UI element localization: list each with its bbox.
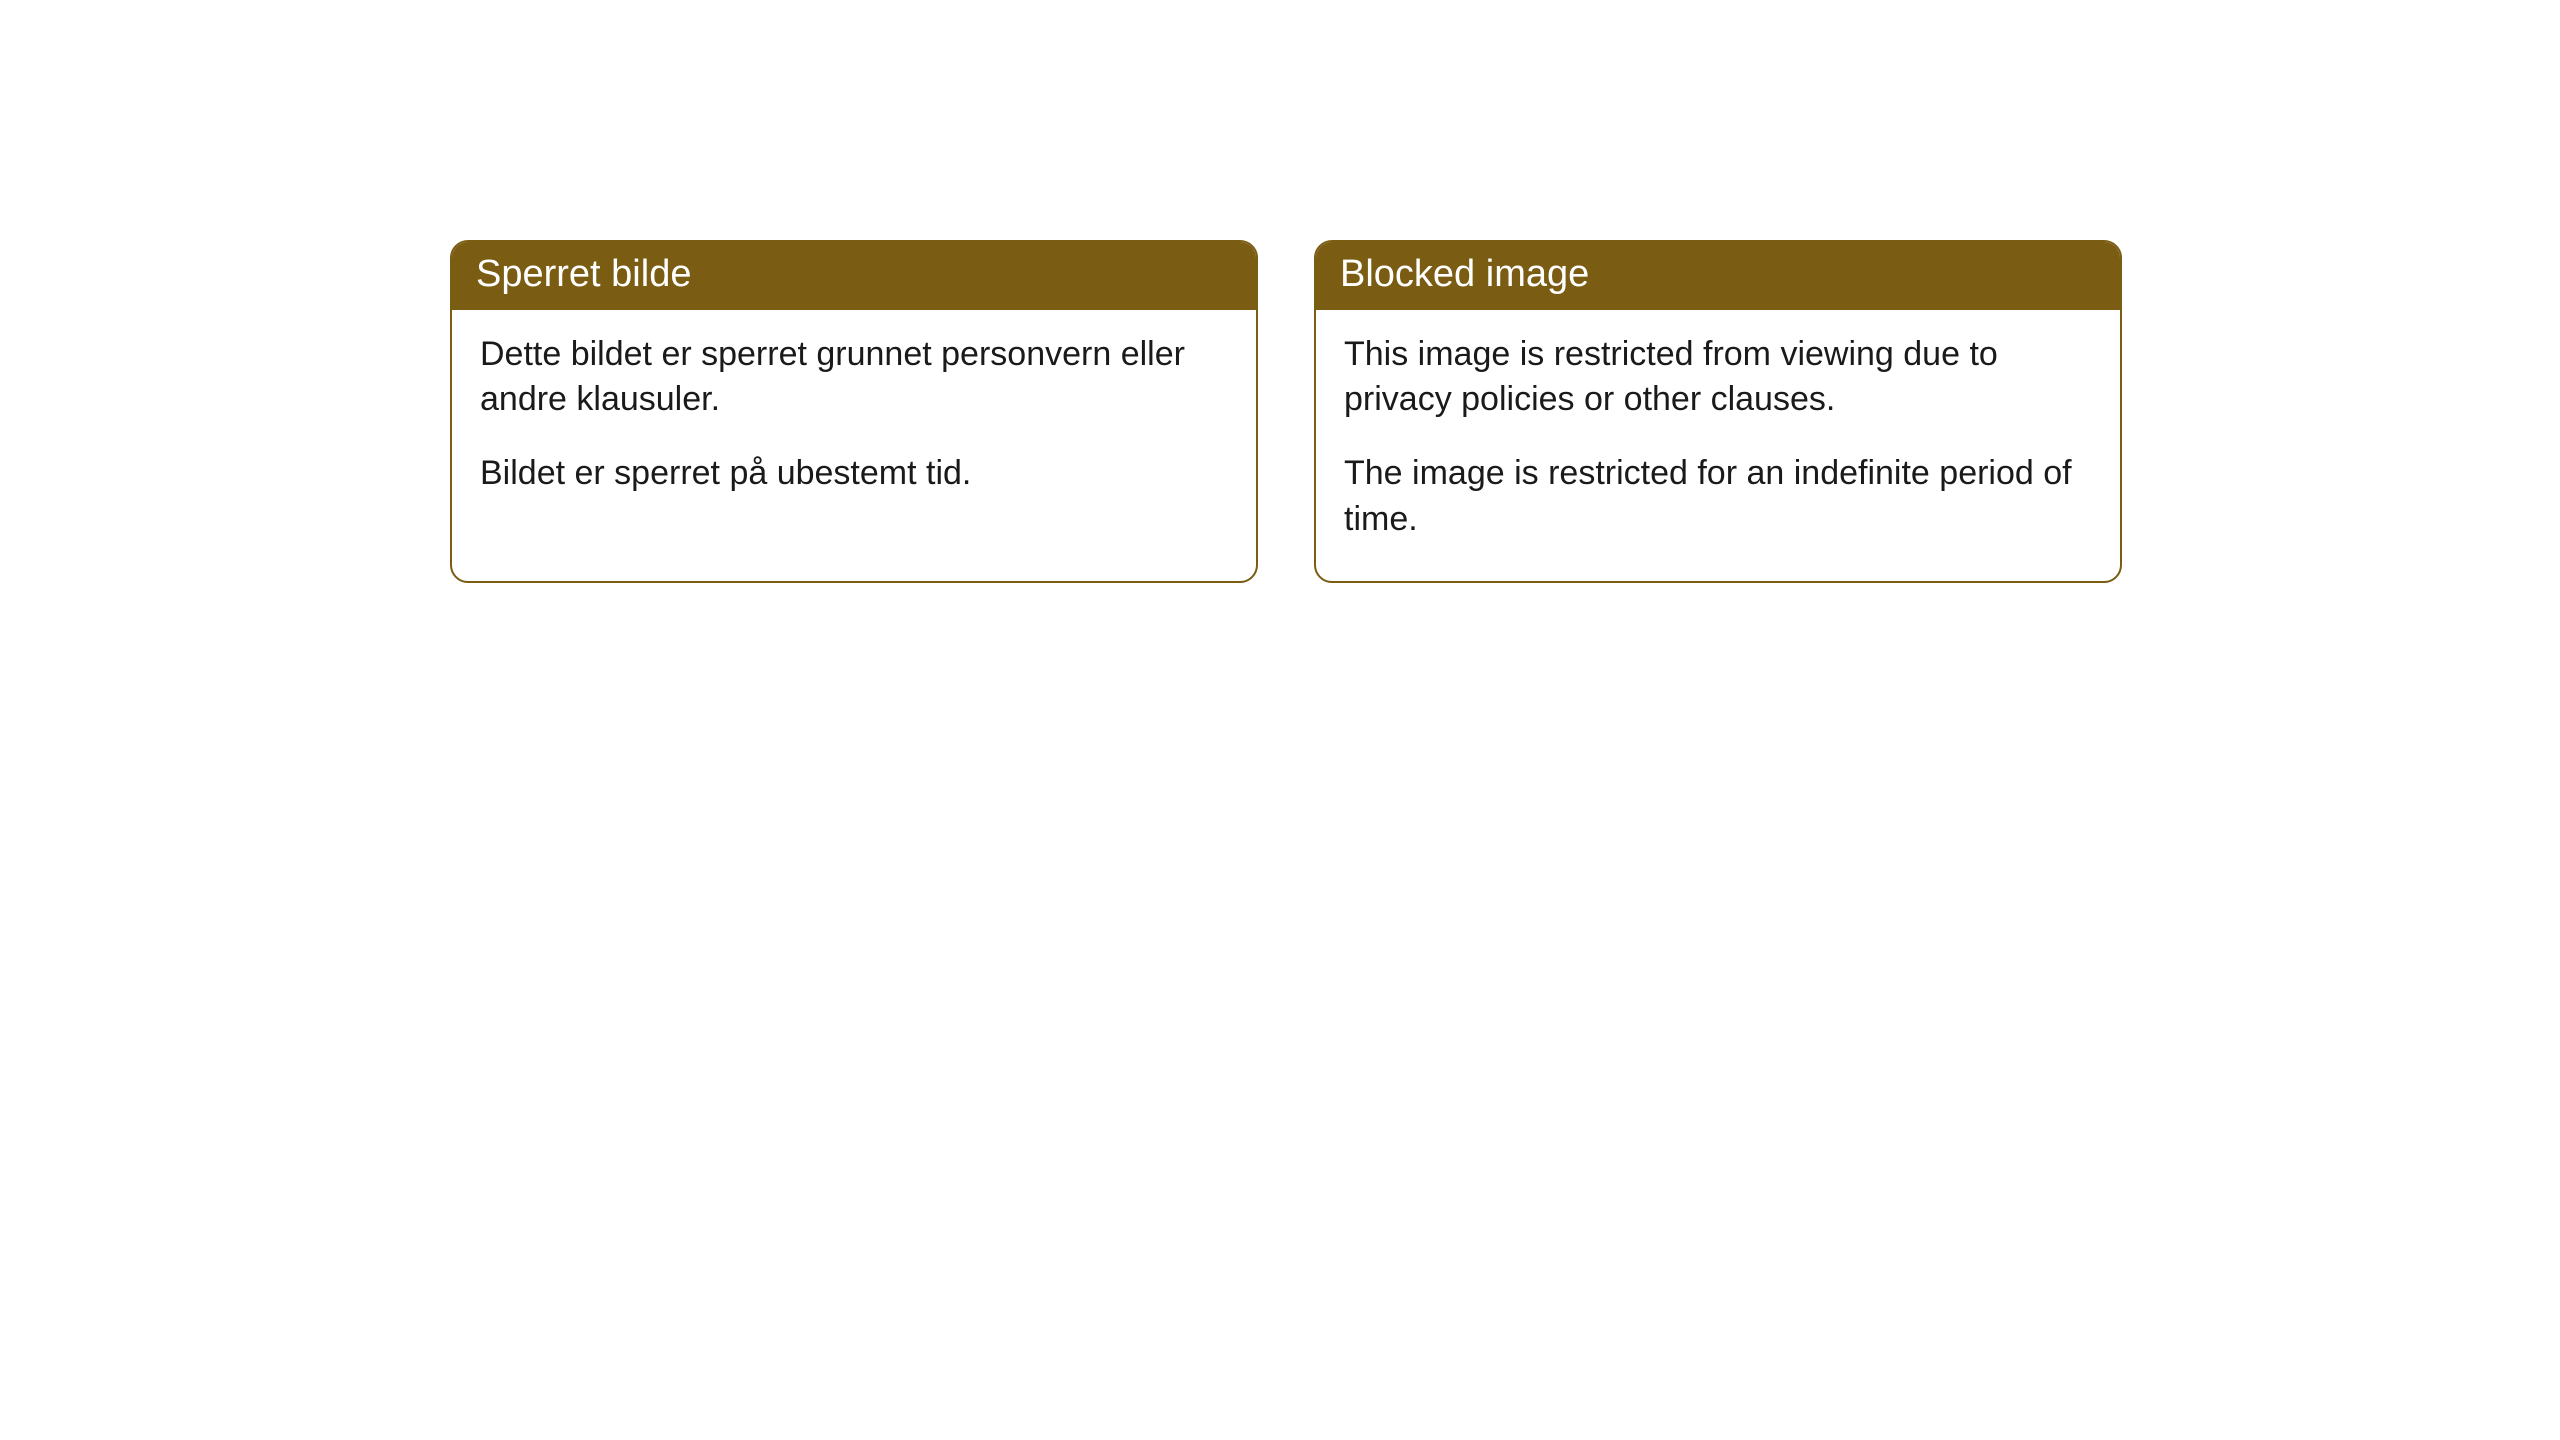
card-title: Blocked image — [1340, 253, 1589, 295]
card-paragraph: Bildet er sperret på ubestemt tid. — [480, 451, 1228, 497]
card-paragraph: This image is restricted from viewing du… — [1344, 332, 2092, 424]
notice-card-norwegian: Sperret bilde Dette bildet er sperret gr… — [450, 240, 1258, 583]
notice-card-english: Blocked image This image is restricted f… — [1314, 240, 2122, 583]
card-header-norwegian: Sperret bilde — [452, 242, 1256, 310]
card-paragraph: Dette bildet er sperret grunnet personve… — [480, 332, 1228, 424]
card-title: Sperret bilde — [476, 253, 691, 295]
card-body-norwegian: Dette bildet er sperret grunnet personve… — [452, 310, 1256, 536]
card-header-english: Blocked image — [1316, 242, 2120, 310]
card-body-english: This image is restricted from viewing du… — [1316, 310, 2120, 582]
card-paragraph: The image is restricted for an indefinit… — [1344, 451, 2092, 543]
notice-cards-container: Sperret bilde Dette bildet er sperret gr… — [450, 240, 2122, 583]
